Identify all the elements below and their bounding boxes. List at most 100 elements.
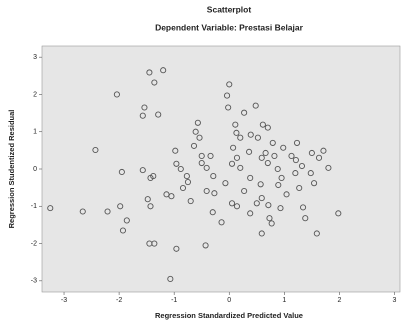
- point: [298, 162, 306, 170]
- point: [118, 168, 125, 176]
- point: [247, 131, 254, 138]
- point: [253, 200, 260, 207]
- plot-area: [41, 45, 401, 293]
- point: [202, 242, 209, 249]
- point: [258, 230, 265, 237]
- point: [168, 193, 175, 200]
- x-tick-label: 2: [337, 297, 341, 304]
- point: [144, 196, 151, 203]
- point: [241, 187, 248, 195]
- point: [313, 230, 320, 237]
- point: [275, 181, 282, 189]
- point: [283, 191, 290, 198]
- point: [146, 69, 153, 76]
- point: [146, 240, 153, 247]
- point: [292, 157, 299, 164]
- point: [254, 134, 261, 141]
- point: [237, 164, 244, 171]
- point: [292, 170, 299, 177]
- point: [300, 204, 307, 211]
- point: [119, 227, 127, 234]
- point: [209, 209, 216, 216]
- point: [233, 154, 241, 161]
- point: [307, 170, 314, 177]
- chart-subtitle: Dependent Variable: Prestasi Belajar: [155, 22, 304, 32]
- point: [117, 203, 124, 210]
- x-tick-label: -3: [61, 297, 67, 304]
- y-tick-label: -2: [31, 240, 37, 247]
- point: [225, 104, 232, 111]
- point: [224, 92, 231, 99]
- y-tick-label: 0: [33, 166, 37, 173]
- point: [222, 180, 229, 187]
- point: [207, 152, 214, 160]
- point: [325, 164, 332, 171]
- point: [246, 148, 253, 155]
- point: [237, 134, 244, 141]
- point: [210, 173, 217, 180]
- y-tick-label: 3: [33, 54, 37, 61]
- point: [311, 180, 318, 187]
- point: [190, 142, 198, 149]
- point: [203, 187, 210, 195]
- point: [293, 139, 301, 146]
- point: [139, 167, 146, 174]
- point: [139, 112, 146, 119]
- point: [198, 159, 205, 167]
- point: [258, 195, 265, 202]
- point: [268, 220, 275, 227]
- point: [177, 165, 184, 173]
- point: [187, 198, 194, 205]
- point: [266, 215, 273, 222]
- point: [288, 152, 295, 160]
- y-tick-label: -1: [31, 203, 37, 210]
- point: [226, 81, 233, 88]
- point: [269, 139, 276, 146]
- point: [320, 147, 327, 154]
- y-tick-label: 1: [33, 129, 37, 136]
- point: [257, 181, 264, 188]
- point: [155, 111, 162, 118]
- point: [247, 174, 254, 181]
- point: [258, 154, 265, 161]
- point: [151, 79, 158, 86]
- point: [252, 102, 259, 109]
- x-tick-label: 1: [282, 297, 286, 304]
- point: [278, 174, 285, 181]
- point: [203, 164, 210, 171]
- point: [315, 154, 323, 161]
- point: [228, 160, 236, 167]
- point: [233, 129, 240, 136]
- point: [247, 210, 254, 217]
- point: [308, 149, 315, 157]
- point: [104, 208, 111, 215]
- x-tick-label: -1: [171, 297, 177, 304]
- point: [150, 173, 157, 180]
- point: [167, 275, 174, 283]
- point: [228, 200, 236, 207]
- point: [218, 219, 225, 226]
- point: [179, 184, 187, 192]
- chart-title: Scatterplot: [207, 4, 252, 14]
- point: [173, 160, 180, 167]
- point: [184, 178, 192, 186]
- point: [123, 217, 130, 224]
- point: [47, 205, 54, 212]
- point: [264, 159, 271, 167]
- point: [196, 134, 203, 141]
- point: [141, 104, 148, 111]
- point: [264, 124, 271, 131]
- point: [335, 210, 342, 217]
- point: [194, 119, 201, 126]
- point: [230, 144, 237, 151]
- x-tick-label: 3: [393, 297, 397, 304]
- y-tick-label: 2: [33, 91, 37, 98]
- point: [198, 152, 205, 160]
- point: [79, 208, 86, 215]
- point: [280, 144, 287, 151]
- point: [211, 190, 218, 197]
- point: [160, 67, 167, 74]
- y-tick-label: -3: [31, 278, 37, 285]
- point: [92, 146, 99, 154]
